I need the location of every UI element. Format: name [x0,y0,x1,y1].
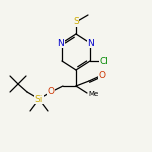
Text: Cl: Cl [100,57,108,66]
Text: O: O [47,88,55,97]
Text: S: S [73,17,79,26]
Text: O: O [98,71,105,81]
Text: Si: Si [35,95,43,104]
Text: N: N [88,38,94,47]
Text: N: N [58,38,64,47]
Text: Me: Me [88,91,98,97]
